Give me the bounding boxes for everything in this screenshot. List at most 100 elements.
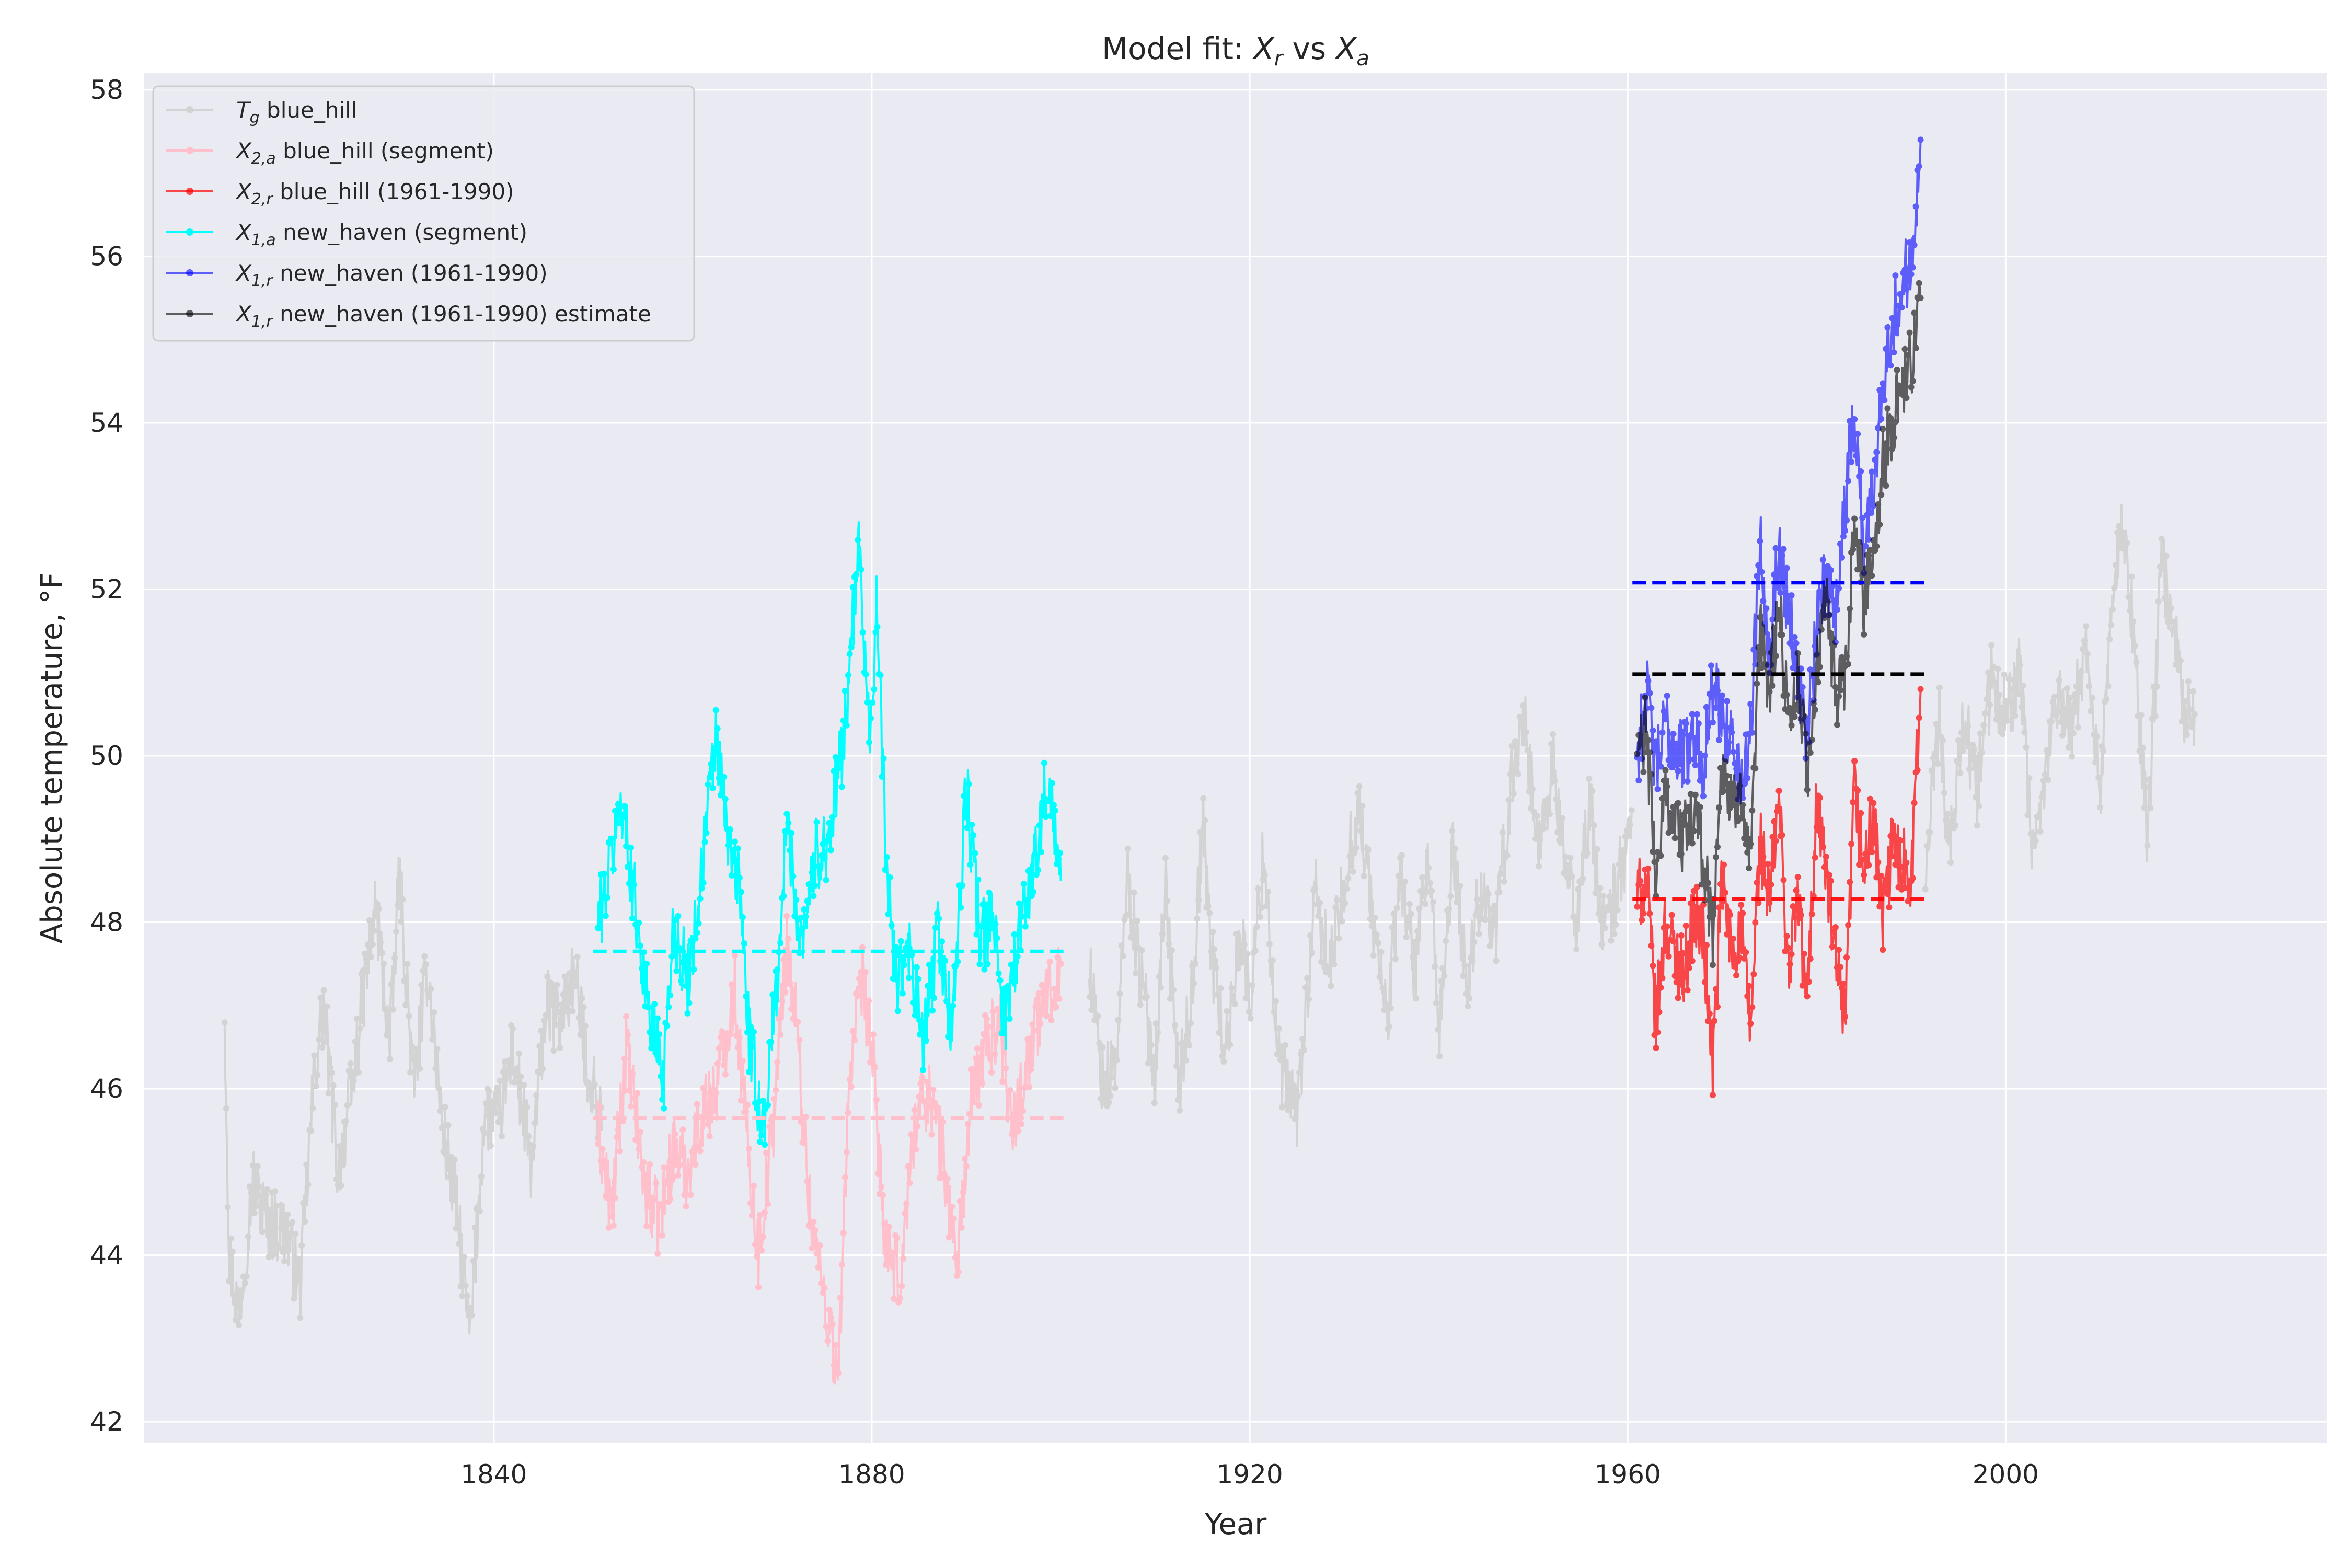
data-point: [1869, 849, 1875, 855]
data-point: [1804, 719, 1811, 726]
data-point: [813, 818, 820, 825]
data-point: [1875, 859, 1882, 866]
data-point: [1843, 517, 1850, 524]
data-point: [647, 1029, 653, 1035]
data-point: [428, 986, 434, 993]
data-point: [1957, 770, 1963, 777]
data-point: [858, 566, 864, 573]
data-point: [736, 874, 743, 881]
data-point: [1131, 889, 1137, 896]
data-point: [701, 839, 708, 846]
data-point: [1662, 716, 1669, 723]
series-x1a: [594, 521, 1064, 1148]
data-point: [1827, 630, 1834, 637]
data-point: [2026, 775, 2033, 781]
data-point: [890, 975, 896, 982]
data-point: [1979, 749, 1986, 756]
data-point: [2023, 744, 2030, 751]
data-point: [549, 997, 556, 1004]
data-point: [2172, 661, 2179, 668]
data-point: [1373, 931, 1380, 938]
data-point: [812, 882, 818, 889]
data-point: [1862, 565, 1869, 572]
data-point: [1859, 514, 1866, 521]
data-point: [1427, 880, 1434, 886]
data-point: [823, 877, 829, 883]
data-point: [734, 845, 741, 852]
data-point: [1807, 955, 1814, 962]
data-point: [495, 1119, 502, 1125]
data-point: [886, 874, 893, 881]
data-point: [1684, 778, 1691, 785]
data-point: [1376, 974, 1383, 981]
data-point: [1869, 468, 1875, 475]
data-point: [1772, 837, 1779, 844]
data-point: [1665, 953, 1672, 960]
data-point: [2131, 642, 2138, 649]
data-point: [1537, 836, 1543, 843]
data-point: [1216, 1030, 1223, 1036]
data-point: [862, 671, 869, 678]
grid: [144, 73, 2327, 1443]
data-point: [1821, 864, 1828, 871]
data-point: [1875, 425, 1882, 431]
data-point: [1999, 731, 2006, 737]
data-point: [1788, 951, 1795, 958]
data-point: [1823, 854, 1829, 860]
data-point: [1650, 962, 1656, 969]
data-point: [1115, 1017, 1122, 1023]
data-point: [942, 958, 949, 964]
data-point: [1334, 897, 1341, 903]
data-point: [384, 1032, 390, 1039]
data-point: [1009, 1131, 1016, 1138]
data-point: [258, 1192, 264, 1199]
data-point: [1011, 931, 1018, 938]
data-point: [1908, 384, 1915, 390]
data-point: [1793, 703, 1800, 710]
data-point: [1057, 961, 1064, 967]
data-point: [524, 1104, 531, 1111]
data-point: [1671, 762, 1678, 768]
data-point: [1675, 995, 1681, 1001]
data-point: [2042, 771, 2048, 778]
data-point: [1914, 767, 1921, 774]
data-point: [2127, 607, 2134, 614]
data-point: [712, 707, 719, 713]
data-point: [1550, 731, 1557, 737]
data-point: [1771, 818, 1778, 825]
data-point: [1880, 947, 1886, 953]
data-point: [319, 1044, 326, 1051]
data-point: [1253, 924, 1260, 930]
data-point: [1758, 569, 1765, 575]
data-point: [678, 977, 685, 984]
data-point: [1579, 875, 1586, 882]
data-point: [2094, 733, 2101, 740]
data-point: [1186, 1042, 1193, 1049]
data-point: [1673, 740, 1680, 747]
data-point: [975, 876, 982, 883]
data-point: [571, 970, 578, 977]
data-point: [437, 1108, 444, 1114]
data-point: [1733, 766, 1740, 773]
data-point: [1485, 891, 1492, 897]
data-point: [1562, 854, 1569, 860]
data-point: [1944, 811, 1951, 817]
data-point: [1847, 879, 1853, 885]
data-point: [1797, 912, 1804, 918]
data-point: [928, 988, 934, 995]
data-point: [1754, 879, 1760, 886]
data-point: [259, 1228, 266, 1235]
data-point: [887, 1258, 894, 1265]
data-point: [1004, 1115, 1011, 1122]
chart-title-var2-sub: a: [1356, 47, 1369, 71]
data-point: [497, 1077, 503, 1084]
data-point: [1665, 757, 1672, 764]
data-point: [1796, 708, 1803, 714]
data-point: [1958, 729, 1965, 736]
data-point: [1709, 719, 1716, 726]
data-point: [760, 1097, 767, 1104]
data-point: [457, 1283, 464, 1290]
data-point: [2188, 723, 2195, 730]
data-point: [2077, 689, 2083, 696]
data-point: [868, 715, 874, 722]
